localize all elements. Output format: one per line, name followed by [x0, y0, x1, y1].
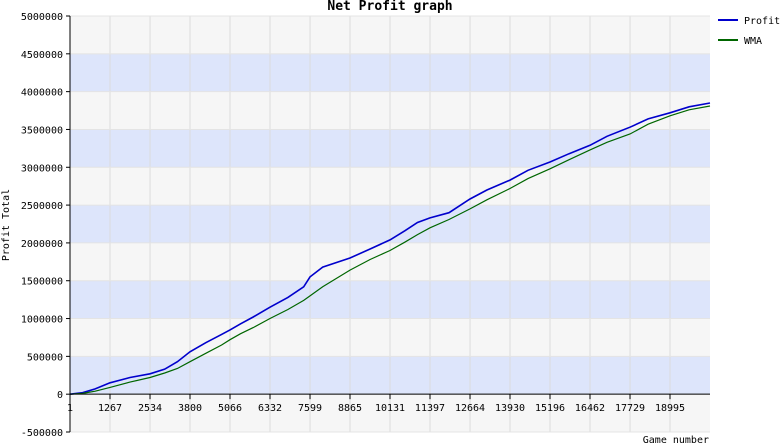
- legend-label-wma: WMA: [744, 36, 762, 47]
- y-tick-label-5: 2000000: [21, 239, 63, 250]
- x-tick-label-0: 1: [67, 403, 73, 414]
- y-tick-label-0: -500000: [21, 428, 63, 439]
- y-tick-label-2: 500000: [27, 352, 63, 363]
- y-tick-label-4: 1500000: [21, 277, 63, 288]
- y-axis-label: Profit Total: [1, 189, 12, 261]
- x-axis-ticks: 1 1267 2534 3800 5066 6332 7599 8865 10131 11397 1…: [67, 394, 685, 414]
- y-tick-label-3: 1000000: [21, 315, 63, 326]
- x-tick-label-11: 13930: [495, 403, 525, 414]
- x-tick-label-13: 16462: [575, 403, 605, 414]
- y-tick-label-8: 3500000: [21, 125, 63, 136]
- y-tick-label-11: 5000000: [21, 12, 63, 23]
- y-tick-label-1: 0: [57, 390, 63, 401]
- series-line-wma: [69, 105, 711, 395]
- legend-label-profit: Profit: [744, 16, 780, 27]
- x-tick-label-15: 18995: [655, 403, 685, 414]
- y-tick-label-7: 3000000: [21, 163, 63, 174]
- x-tick-label-3: 3800: [178, 403, 202, 414]
- series-line-profit: [69, 102, 711, 395]
- x-tick-label-9: 11397: [415, 403, 445, 414]
- legend: Profit WMA: [718, 16, 780, 47]
- y-tick-label-10: 4500000: [21, 50, 63, 61]
- x-axis-label: Game number: [643, 435, 709, 444]
- x-tick-label-14: 17729: [615, 403, 645, 414]
- series-lines: [69, 102, 711, 395]
- y-tick-label-6: 2500000: [21, 201, 63, 212]
- x-tick-label-5: 6332: [258, 403, 282, 414]
- x-tick-label-6: 7599: [298, 403, 322, 414]
- x-tick-label-4: 5066: [218, 403, 242, 414]
- x-tick-label-12: 15196: [535, 403, 565, 414]
- chart-title: Net Profit graph: [327, 0, 452, 14]
- x-tick-label-2: 2534: [138, 403, 162, 414]
- x-tick-label-7: 8865: [338, 403, 362, 414]
- y-tick-label-9: 4000000: [21, 88, 63, 99]
- y-axis-ticks: -500000 0 500000 1000000 1500000 2000000 25000…: [21, 12, 70, 439]
- x-tick-label-1: 1267: [98, 403, 122, 414]
- x-tick-label-8: 10131: [375, 403, 405, 414]
- x-tick-label-10: 12664: [455, 403, 485, 414]
